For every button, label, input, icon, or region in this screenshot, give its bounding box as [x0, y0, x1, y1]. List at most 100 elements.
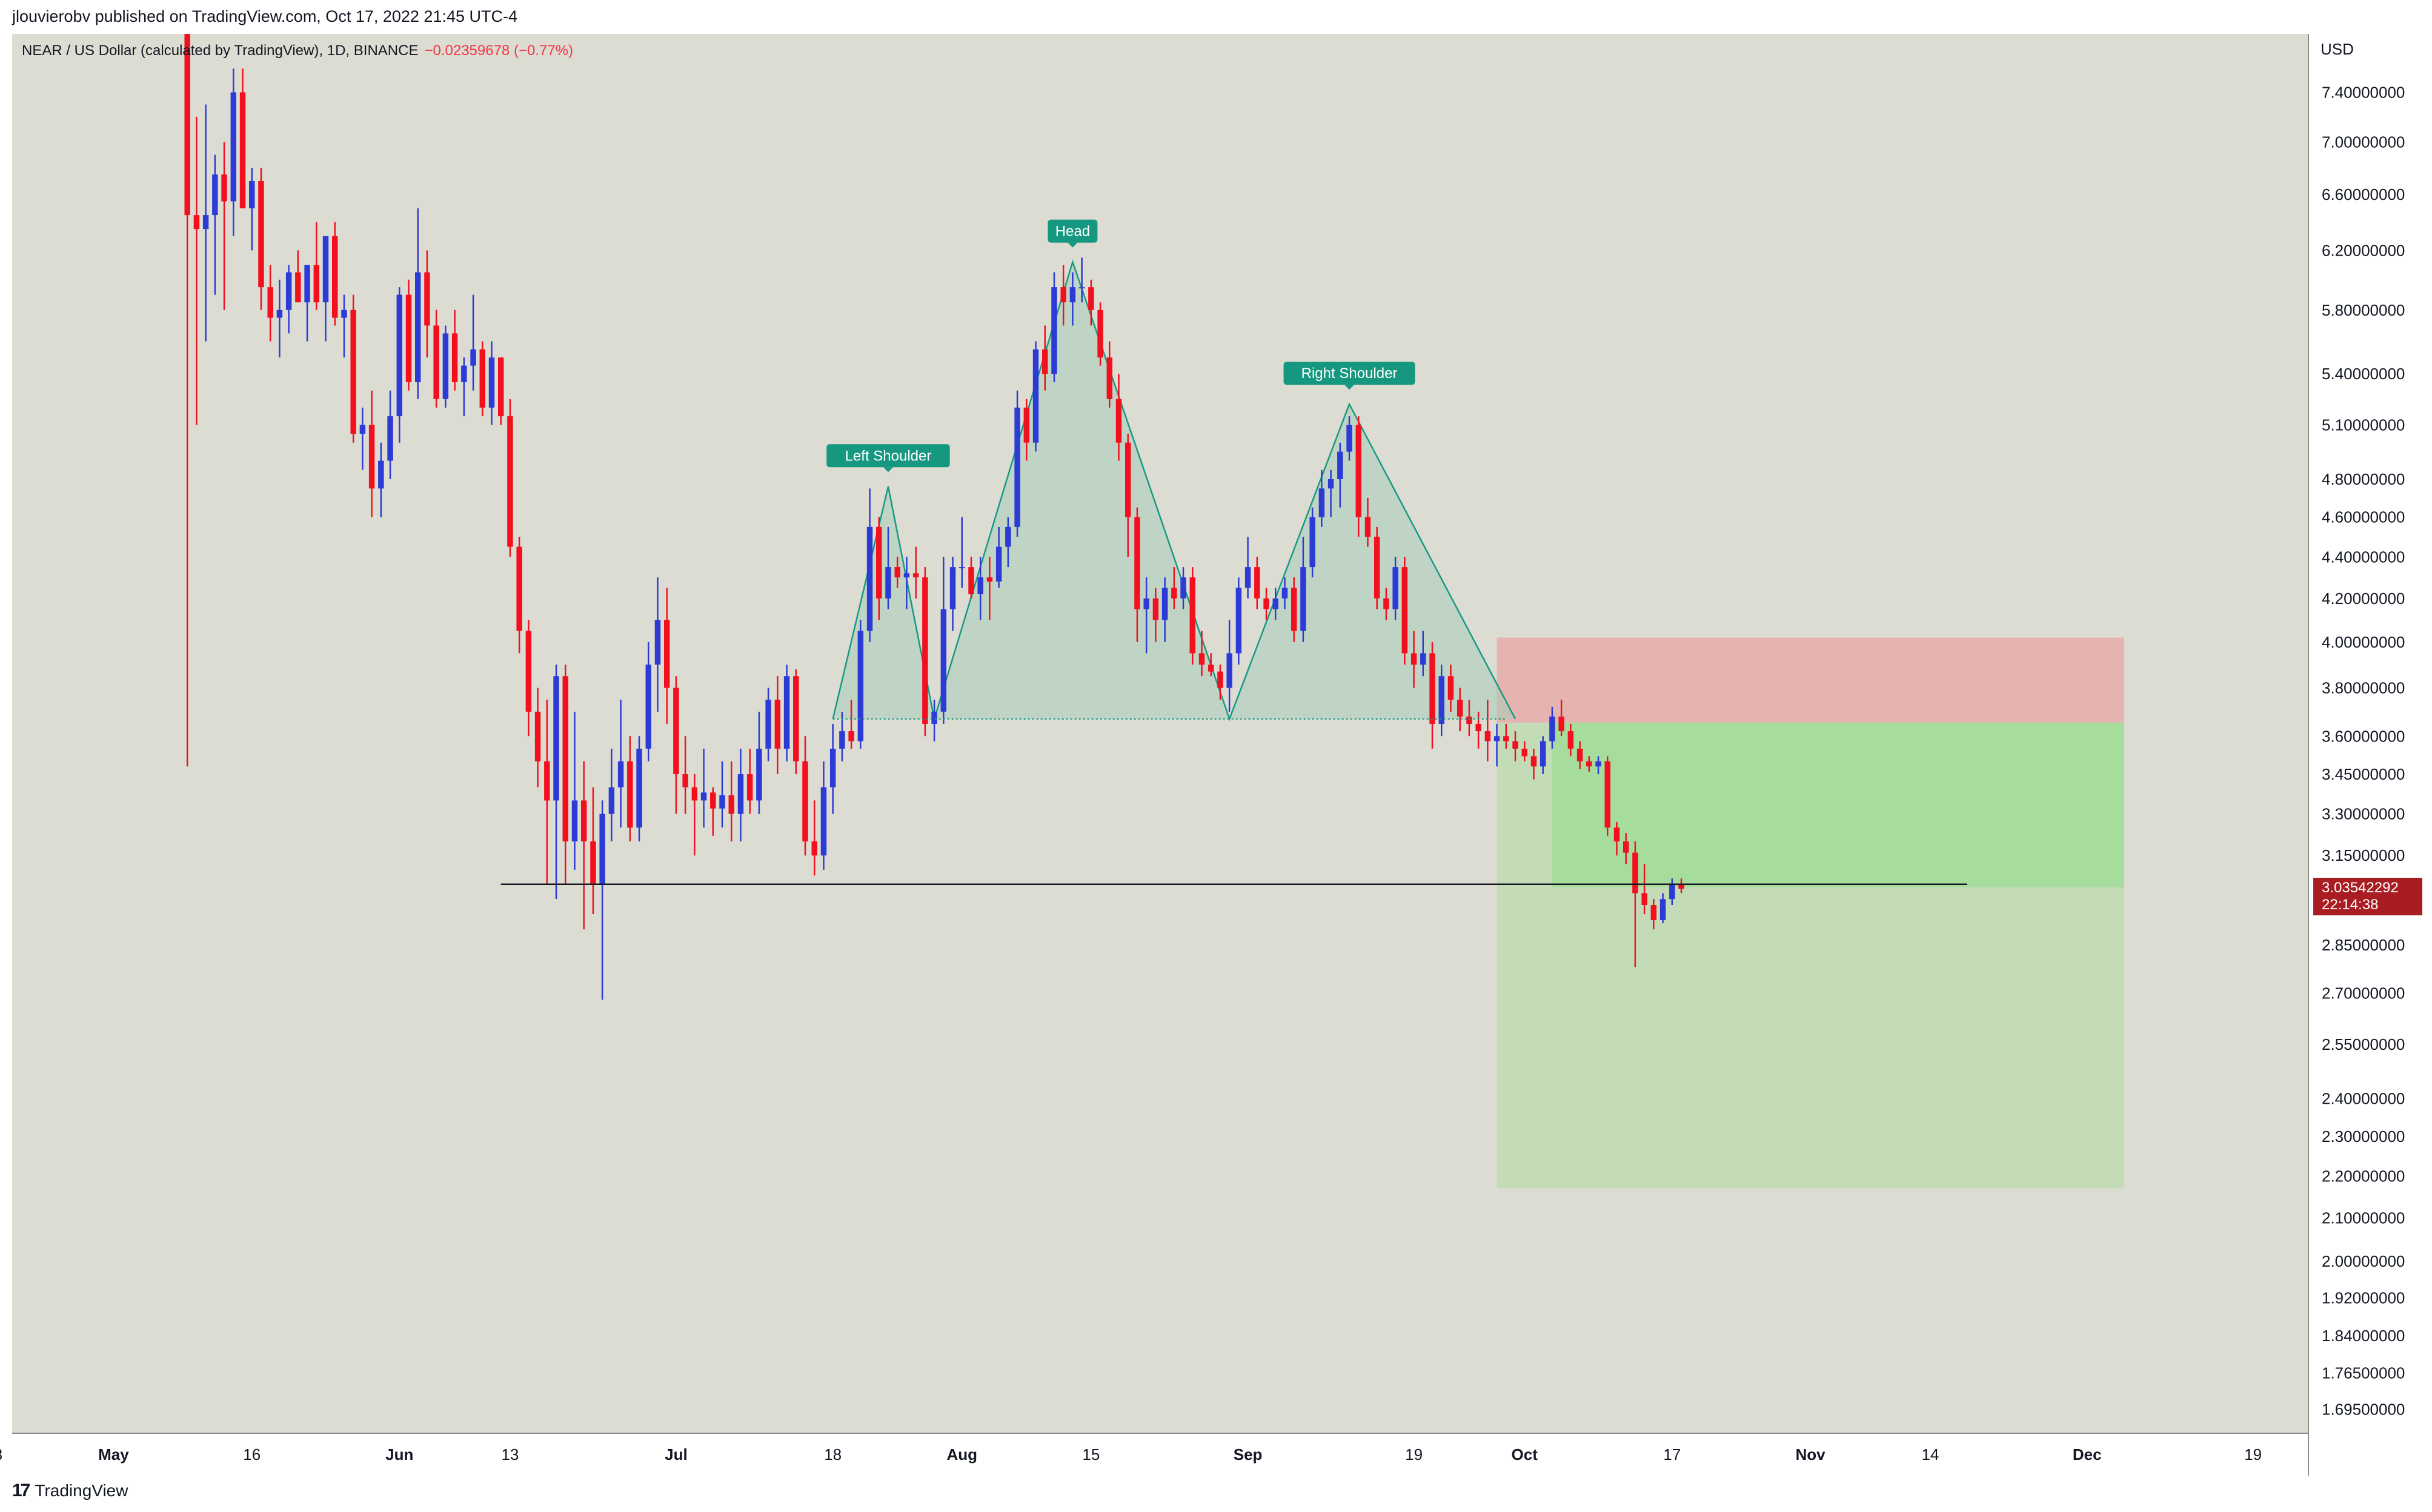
candle — [525, 620, 532, 737]
candle — [802, 736, 808, 856]
candle — [1042, 325, 1048, 391]
candle-body — [1244, 567, 1251, 588]
candle — [1540, 736, 1546, 775]
candle-body — [1457, 700, 1463, 717]
last-price-value: 3.03542292 — [2322, 880, 2399, 896]
candle — [488, 341, 495, 425]
price-tick-label: 2.70000000 — [2322, 984, 2405, 1003]
price-tick-label: 7.00000000 — [2322, 133, 2405, 151]
candle — [479, 341, 485, 417]
candle-body — [497, 357, 504, 417]
stop-loss-zone[interactable] — [1497, 637, 2124, 723]
candle-body — [839, 731, 845, 749]
candle — [516, 537, 522, 654]
last-price-tag: 3.03542292 22:14:38 — [2313, 878, 2422, 916]
candle — [1005, 517, 1011, 568]
candle-body — [1208, 665, 1214, 672]
candle — [1226, 620, 1232, 712]
candle — [1291, 577, 1297, 642]
candle-body — [617, 761, 624, 788]
candle — [885, 526, 891, 609]
candle-body — [783, 676, 790, 749]
candle-body — [553, 676, 559, 801]
pattern-outline[interactable] — [832, 259, 1517, 721]
pattern-label-pointer — [883, 467, 893, 472]
price-tick-label: 4.80000000 — [2322, 470, 2405, 488]
candle-body — [1641, 893, 1647, 906]
candle — [682, 736, 688, 814]
candle-body — [332, 236, 338, 318]
head-and-shoulders-pattern[interactable] — [832, 259, 1517, 721]
candle — [202, 104, 209, 342]
candle-body — [728, 795, 734, 814]
candle-body — [793, 676, 799, 761]
candle-body — [1420, 653, 1426, 665]
candle — [571, 711, 578, 870]
price-tick-label: 6.20000000 — [2322, 241, 2405, 259]
candle-body — [673, 688, 679, 775]
candle-body — [599, 814, 605, 884]
price-tick-label: 2.30000000 — [2322, 1127, 2405, 1146]
candle — [876, 517, 882, 620]
candle — [580, 761, 587, 930]
candle-body — [544, 761, 550, 801]
candle-body — [1097, 310, 1103, 358]
candle-body — [193, 215, 200, 230]
candle — [912, 546, 919, 598]
candle — [1493, 723, 1500, 767]
candle — [959, 517, 965, 588]
candle — [1641, 864, 1647, 914]
candle — [1438, 665, 1444, 737]
symbol-legend[interactable]: NEAR / US Dollar (calculated by TradingV… — [22, 42, 573, 59]
candle-body — [1604, 761, 1610, 828]
candle-body — [756, 748, 762, 801]
time-axis[interactable] — [12, 1433, 2308, 1476]
candle-body — [876, 526, 882, 598]
candle-body — [1088, 287, 1094, 310]
candle-body — [663, 620, 670, 688]
candle-body — [1392, 567, 1398, 609]
candle — [304, 265, 310, 342]
candle — [1309, 507, 1315, 578]
candle-body — [1484, 731, 1491, 741]
candle — [1281, 577, 1288, 609]
candle-body — [1346, 425, 1352, 452]
candle — [866, 488, 873, 642]
candle-body — [1226, 653, 1232, 688]
long-position-tool[interactable] — [1497, 637, 2124, 1189]
candle — [848, 700, 854, 749]
candle-body — [1032, 349, 1039, 443]
candle-body — [1503, 736, 1509, 741]
candle — [295, 250, 301, 303]
pattern-label-text: Head — [1055, 224, 1090, 240]
candle — [1604, 756, 1610, 836]
candle-body — [562, 676, 568, 841]
price-axis[interactable] — [2308, 34, 2432, 1433]
symbol-description: NEAR / US Dollar (calculated by TradingV… — [22, 42, 419, 59]
candle-body — [1650, 905, 1657, 921]
candle — [258, 168, 264, 310]
candle-body — [940, 609, 947, 712]
candle-body — [1586, 761, 1592, 767]
candle — [894, 557, 900, 588]
price-tick-label: 3.30000000 — [2322, 805, 2405, 823]
trend-lines[interactable] — [500, 718, 1967, 886]
candle-body — [903, 573, 910, 578]
candle-body — [1669, 884, 1675, 900]
price-tick-label: 3.80000000 — [2322, 679, 2405, 697]
candle-body — [1567, 731, 1574, 749]
symbol-change: −0.02359678 (−0.77%) — [424, 42, 573, 59]
candle-body — [885, 567, 891, 598]
candle-body — [802, 761, 808, 841]
candle — [829, 723, 836, 814]
candle — [424, 250, 430, 358]
candle — [995, 526, 1002, 588]
candle — [728, 761, 734, 841]
candle — [765, 688, 771, 761]
candle-body — [267, 287, 273, 318]
time-tick-label: Jul — [665, 1445, 688, 1464]
candle — [212, 154, 218, 295]
pattern-label-bg — [1048, 219, 1098, 243]
candle — [1032, 341, 1039, 452]
